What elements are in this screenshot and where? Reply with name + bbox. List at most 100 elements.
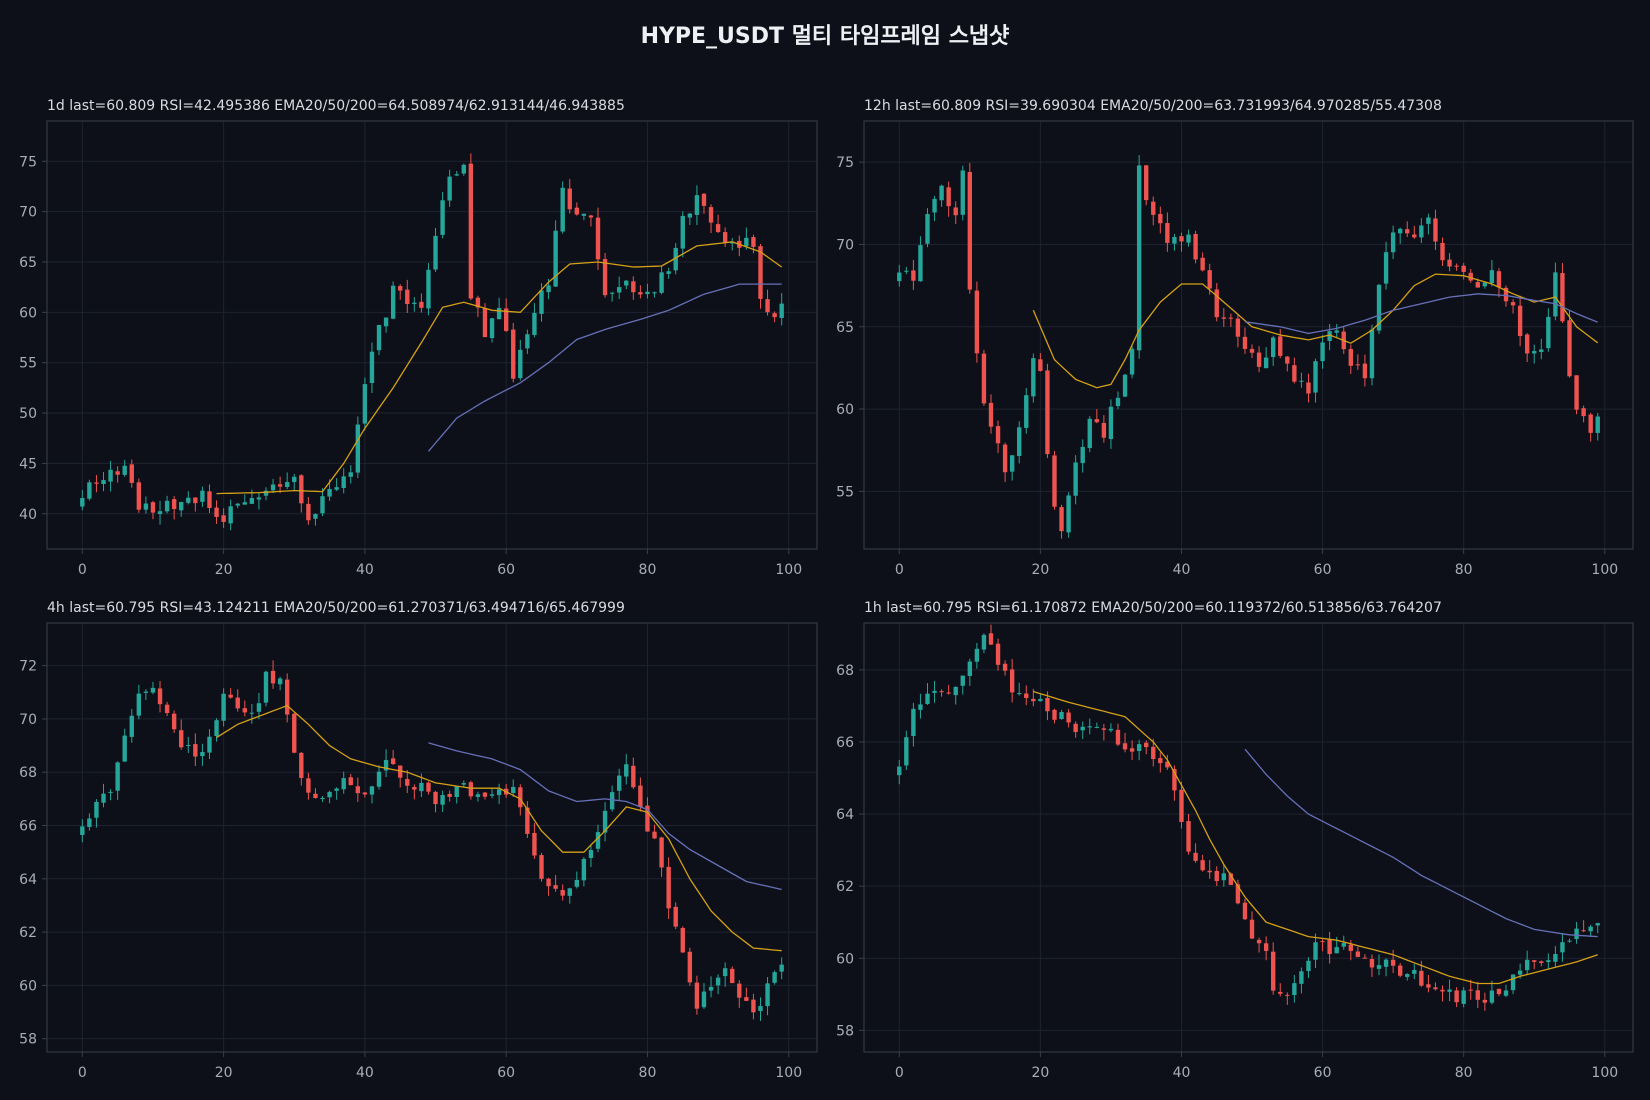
candle-body (496, 789, 502, 796)
candle-body (602, 259, 608, 296)
y-tick-label: 58 (19, 1032, 37, 1048)
candle-body (489, 794, 495, 796)
candle-body (960, 675, 965, 686)
candle-body (1235, 884, 1241, 904)
candle-body (235, 503, 240, 506)
candle-body (1426, 984, 1431, 988)
candle-body (1249, 348, 1255, 353)
candle-body (1024, 395, 1029, 428)
series-line-ema20 (1033, 690, 1598, 985)
candle-body (270, 484, 276, 491)
candle-body (1355, 951, 1361, 957)
candle-body (588, 850, 594, 859)
candle-body (242, 502, 247, 505)
candle-body (376, 771, 382, 787)
candle-body (299, 752, 304, 778)
candle-body (967, 171, 973, 290)
candle-body (263, 671, 269, 703)
candle-body (122, 465, 127, 475)
candle-body (383, 317, 389, 327)
candle-body (1581, 930, 1586, 932)
y-tick-label: 50 (19, 406, 37, 422)
candle-body (932, 198, 937, 213)
candle-body (1285, 994, 1290, 996)
candle-body (277, 678, 283, 685)
candle-body (87, 818, 92, 827)
candle-body (1221, 317, 1226, 319)
series-line-ema50 (428, 742, 782, 891)
candle-body (666, 271, 671, 274)
candle-body (284, 482, 290, 488)
candle-body (1009, 455, 1015, 472)
candle-body (525, 334, 530, 349)
axes-frame (46, 120, 818, 550)
candle-body (263, 490, 269, 496)
candle-body (1553, 272, 1558, 317)
candle-body (631, 765, 636, 788)
candle-body (1553, 954, 1558, 962)
candle-body (1468, 272, 1473, 281)
candle-body (1179, 236, 1184, 242)
candle-body (1024, 693, 1029, 698)
candle-body (518, 349, 523, 379)
candle-body (1313, 361, 1318, 393)
y-tick-label: 72 (19, 659, 37, 675)
candle-body (715, 977, 721, 986)
candle-body (1546, 960, 1551, 963)
candle-body (1496, 271, 1502, 288)
candle-body (468, 163, 474, 299)
candle-body (475, 297, 481, 308)
candle-body (143, 503, 149, 510)
candle-body (200, 752, 205, 757)
candle-body (1355, 364, 1361, 366)
y-tick-label: 65 (19, 255, 37, 271)
candle-body (1348, 349, 1353, 366)
candle-body (1271, 337, 1276, 358)
candle-body (108, 791, 113, 793)
candle-body (1136, 165, 1142, 351)
candle-body (1200, 860, 1205, 871)
candle-body (574, 207, 580, 215)
candle-body (652, 292, 657, 294)
candle-body (405, 289, 410, 304)
candle-body (595, 217, 601, 260)
candle-body (765, 983, 770, 1007)
candle-body (496, 307, 502, 320)
candle-body (939, 185, 944, 201)
candle-body (1144, 742, 1149, 748)
candle-body (1073, 723, 1078, 733)
x-tick-label: 60 (497, 562, 515, 578)
x-tick-label: 40 (1173, 1065, 1191, 1081)
candle-body (1461, 990, 1466, 1004)
candle-body (80, 498, 85, 507)
candle-body (136, 482, 142, 510)
candle-body (1383, 959, 1389, 967)
candle-body (171, 713, 177, 730)
candle-body (412, 787, 417, 790)
candle-body (532, 832, 537, 856)
y-tick-label: 55 (836, 484, 854, 500)
candle-body (228, 694, 233, 698)
candle-body (967, 661, 973, 676)
candle-body (1376, 284, 1382, 331)
candle-body (1094, 419, 1100, 423)
candle-body (355, 424, 361, 473)
candle-body (405, 779, 410, 786)
candle-body (1299, 971, 1304, 984)
candle-body (1320, 941, 1325, 943)
candle-body (624, 764, 629, 777)
candle-body (1031, 698, 1036, 702)
candle-body (1539, 349, 1544, 353)
y-tick-label: 58 (836, 1023, 854, 1039)
candle-body (974, 290, 980, 354)
candle-body (645, 291, 650, 295)
candle-body (235, 697, 240, 709)
candle-body (1122, 374, 1128, 397)
candle-body (129, 715, 134, 737)
candle-body (1447, 989, 1452, 992)
y-tick-label: 68 (19, 765, 37, 781)
candle-body (1390, 959, 1396, 966)
candle-body (574, 879, 580, 887)
candle-body (1524, 334, 1530, 354)
